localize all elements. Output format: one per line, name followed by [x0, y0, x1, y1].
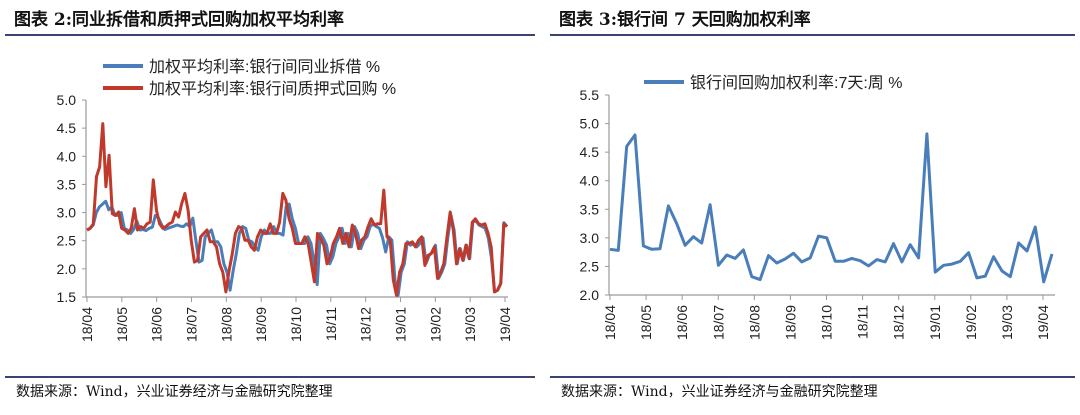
- x-tick-label: 18/09: [782, 305, 798, 340]
- x-tick-label: 19/02: [427, 307, 443, 342]
- x-tick-label: 18/12: [358, 307, 374, 342]
- x-tick-label: 19/02: [963, 305, 979, 340]
- x-tick-label: 18/10: [288, 307, 304, 342]
- chart-panel-left: 图表 2:同业拆借和质押式回购加权平均利率 1.5 2.0 2.5 3.0 3.5 4.0…: [5, 10, 535, 400]
- line-chart-interbank-rates: 1.5 2.0 2.5 3.0 3.5 4.0 4.5 5.0 18/04 18/05 18/06 1…: [57, 58, 513, 342]
- y-tick-label: 3.0: [580, 230, 600, 246]
- x-tick-label: 18/08: [746, 305, 762, 340]
- x-tick-label: 18/04: [602, 305, 618, 340]
- legend-label-0: 银行间回购加权利率:7天:周 %: [690, 74, 902, 92]
- x-tick-label: 18/11: [855, 305, 871, 339]
- x-tick-label: 19/03: [462, 307, 478, 342]
- chart-title: 图表 2:同业拆借和质押式回购加权平均利率: [14, 10, 345, 30]
- x-tick-label: 19/01: [927, 305, 943, 340]
- x-tick-label: 18/04: [79, 307, 95, 342]
- y-tick-label: 4.5: [57, 120, 77, 136]
- x-tick-label: 18/08: [218, 307, 234, 342]
- x-tick-label: 19/04: [1035, 305, 1051, 340]
- y-tick-label: 3.5: [580, 201, 600, 217]
- x-tick-label: 18/11: [323, 307, 339, 341]
- x-tick-label: 18/07: [710, 305, 726, 340]
- x-tick-label: 19/01: [393, 307, 409, 342]
- title-divider: [5, 34, 535, 36]
- legend-label-0: 加权平均利率:银行间同业拆借 %: [149, 58, 380, 76]
- x-tick-label: 18/05: [638, 305, 654, 340]
- x-tick-label: 18/06: [149, 307, 165, 342]
- y-tick-label: 4.5: [580, 144, 600, 160]
- y-tick-label: 3.0: [57, 205, 77, 221]
- y-tick-label: 2.0: [57, 261, 77, 277]
- y-tick-label: 4.0: [57, 148, 77, 164]
- series-line-1: [86, 122, 508, 297]
- x-tick-label: 18/12: [891, 305, 907, 340]
- x-tick-label: 18/07: [184, 307, 200, 342]
- x-tick-label: 18/06: [674, 305, 690, 340]
- line-chart-7day-repo: 2.0 2.5 3.0 3.5 4.0 4.5 5.0 5.5 18/04 18/05 18/06 1…: [580, 74, 1055, 340]
- x-tick-label: 18/10: [819, 305, 835, 340]
- y-tick-label: 5.5: [580, 87, 600, 103]
- y-tick-label: 3.5: [57, 176, 77, 192]
- y-tick-label: 4.0: [580, 173, 600, 189]
- chart-title: 图表 3:银行间 7 天回购加权利率: [559, 10, 811, 30]
- y-tick-label: 2.5: [580, 258, 600, 274]
- y-tick-label: 5.0: [580, 116, 600, 132]
- source-note: 数据来源：Wind，兴业证券经济与金融研究院整理: [16, 384, 333, 400]
- footer-divider: [5, 376, 535, 378]
- x-tick-label: 19/04: [497, 307, 513, 342]
- y-tick-label: 2.0: [580, 287, 600, 303]
- y-tick-label: 1.5: [57, 289, 77, 305]
- chart-panel-right: 图表 3:银行间 7 天回购加权利率 2.0 2.5 3.0 3.5 4.0 4.5 5.0…: [545, 0, 1080, 415]
- x-tick-label: 19/03: [999, 305, 1015, 340]
- x-tick-label: 18/05: [114, 307, 130, 342]
- y-tick-label: 5.0: [57, 92, 77, 108]
- legend-label-1: 加权平均利率:银行间质押式回购 %: [149, 80, 396, 98]
- footer-divider: [550, 376, 1075, 378]
- x-tick-label: 18/09: [253, 307, 269, 342]
- y-tick-label: 2.5: [57, 233, 77, 249]
- source-note: 数据来源：Wind，兴业证券经济与金融研究院整理: [561, 384, 878, 400]
- series-line-0: [609, 132, 1054, 284]
- title-divider: [550, 34, 1075, 36]
